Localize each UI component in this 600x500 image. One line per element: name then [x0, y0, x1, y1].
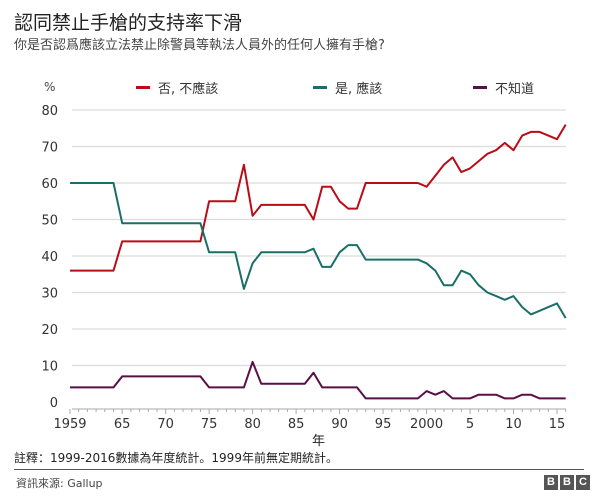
y-tick-label: 0: [50, 396, 58, 411]
legend-item-dont-know: 不知道: [473, 78, 534, 97]
x-tick-label: 95: [375, 417, 392, 432]
bbc-logo: B B C: [544, 475, 590, 490]
legend-label-yes: 是, 應該: [335, 82, 383, 97]
x-tick-label: 90: [331, 417, 348, 432]
x-tick-label: 65: [114, 417, 131, 432]
series-line-no: [70, 124, 567, 272]
bbc-logo-letter: B: [544, 475, 558, 490]
y-tick-label: 50: [41, 214, 58, 229]
bbc-logo-letter: C: [576, 475, 590, 490]
legend-swatch-no: [136, 86, 150, 89]
x-tick-label: 80: [244, 417, 261, 432]
y-tick-label: 30: [41, 287, 58, 302]
x-tick-label: 5: [466, 417, 474, 432]
bbc-logo-letter: B: [560, 475, 574, 490]
x-tick-label: 10: [505, 417, 522, 432]
y-tick-label: 40: [41, 250, 58, 265]
chart-title: 認同禁止手槍的支持率下滑: [14, 12, 243, 34]
legend-item-no: 否, 不應該: [136, 78, 218, 97]
x-tick-label: 85: [288, 417, 305, 432]
source-text: 資訊來源: Gallup: [16, 477, 103, 490]
x-tick-label: 15: [549, 417, 566, 432]
legend-item-yes: 是, 應該: [313, 78, 382, 97]
x-tick-label: 70: [157, 417, 174, 432]
legend-label-dont-know: 不知道: [495, 82, 535, 97]
series-line-yes: [70, 182, 567, 319]
y-tick-label: 20: [41, 323, 58, 338]
legend-label-no: 否, 不應該: [158, 82, 219, 97]
footnote: 註釋：1999-2016數據為年度統計。1999年前無定期統計。: [14, 451, 338, 465]
y-tick-label: 10: [41, 360, 58, 375]
x-tick-label: 1959: [53, 417, 86, 432]
x-tick-label: 75: [201, 417, 218, 432]
x-axis-label: 年: [312, 434, 326, 449]
x-tick-label: 2000: [410, 417, 443, 432]
y-axis-unit: %: [44, 80, 56, 94]
y-tick-label: 80: [41, 104, 58, 119]
chart-subtitle: 你是否認爲應該立法禁止除警員等執法人員外的任何人擁有手槍?: [14, 38, 385, 53]
y-tick-label: 60: [41, 177, 58, 192]
series-line-dont-know: [70, 360, 566, 400]
legend-swatch-yes: [313, 86, 327, 89]
legend-swatch-dont-know: [473, 86, 487, 89]
y-tick-label: 70: [41, 141, 58, 156]
divider: [14, 469, 584, 470]
